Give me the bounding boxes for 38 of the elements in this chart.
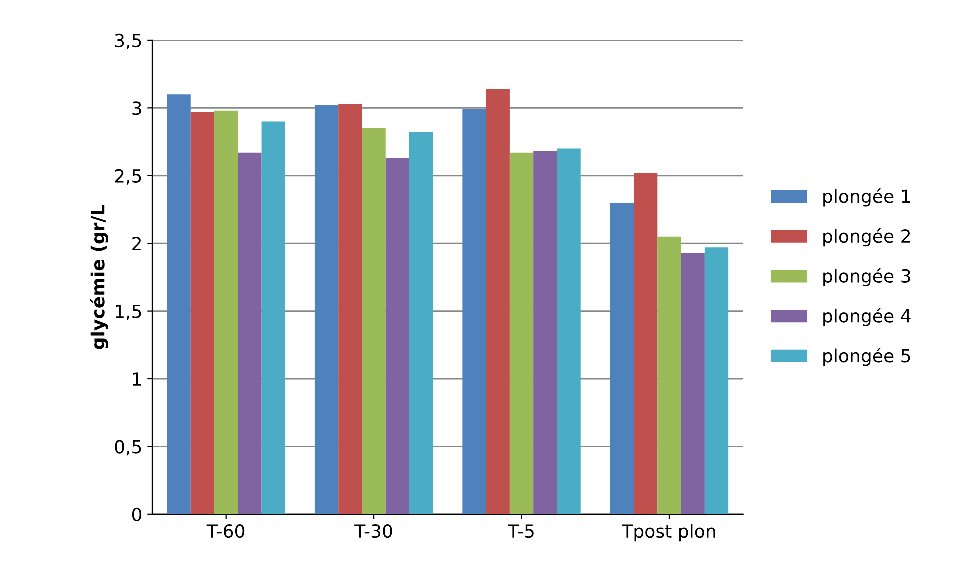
- y-tick-label: 3: [132, 102, 142, 116]
- bar: [462, 110, 486, 514]
- legend-label: plongée 1: [824, 188, 910, 207]
- legend-label: plongée 2: [824, 228, 910, 247]
- x-tick-label: Tpost plon: [622, 524, 716, 542]
- y-tick-label: 3,5: [115, 34, 142, 50]
- y-tick-label: 0,5: [115, 440, 142, 456]
- legend-label: plongée 3: [824, 268, 910, 287]
- y-axis-title: glycémie (gr/L: [90, 205, 108, 350]
- bar: [338, 104, 362, 514]
- legend-label: plongée 5: [824, 348, 910, 366]
- bar: [534, 152, 558, 514]
- bar: [704, 248, 729, 514]
- bar: [386, 158, 410, 514]
- bar: [362, 128, 386, 514]
- bar: [486, 89, 510, 514]
- bar: [262, 122, 286, 514]
- x-tick-label: T-5: [508, 524, 534, 538]
- bar: [314, 105, 339, 514]
- bar: [634, 173, 658, 514]
- bar: [238, 152, 262, 514]
- bar: [557, 148, 581, 514]
- bar: [214, 110, 238, 514]
- y-tick-label: 0: [132, 508, 142, 522]
- x-tick-label: T-60: [206, 524, 245, 538]
- bar: [610, 202, 634, 514]
- bar: [658, 236, 682, 514]
- legend-label: plongée 4: [824, 308, 911, 326]
- bar: [510, 152, 534, 514]
- y-tick-label: 1,5: [116, 304, 142, 320]
- bar: [190, 112, 215, 514]
- y-tick-label: 2,5: [115, 169, 142, 185]
- y-tick-label: 2: [132, 237, 141, 250]
- bar: [167, 94, 191, 514]
- y-tick-label: 1: [133, 372, 142, 386]
- bar: [410, 132, 434, 514]
- bar: [681, 253, 705, 514]
- x-tick-label: T-30: [354, 524, 392, 538]
